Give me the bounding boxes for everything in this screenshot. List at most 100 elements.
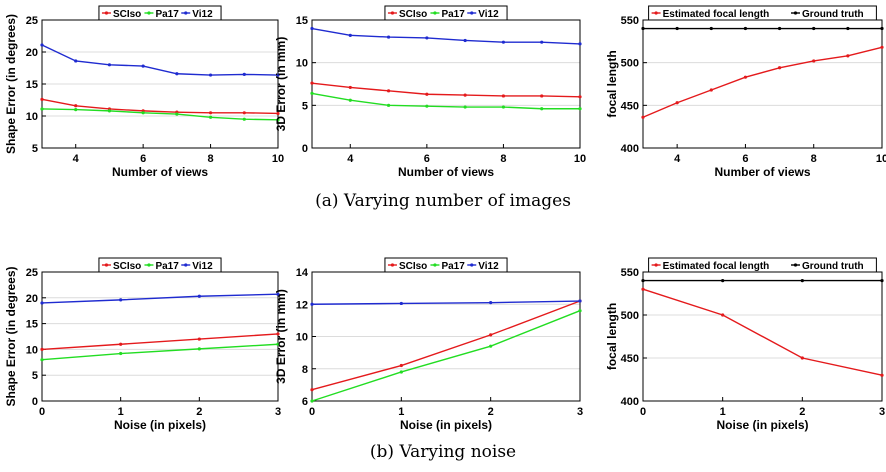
y-tick-label: 10: [296, 332, 308, 344]
series-line-pa17: [311, 92, 580, 110]
legend-label: Ground truth: [802, 9, 864, 20]
legend-label: Pa17: [441, 9, 465, 20]
data-point: [40, 301, 44, 305]
data-point: [880, 45, 884, 49]
y-tick-label: 15: [26, 79, 38, 91]
data-point: [399, 301, 403, 306]
data-point: [399, 363, 403, 368]
data-point: [208, 115, 213, 119]
data-point: [846, 26, 850, 31]
data-point: [399, 370, 403, 374]
x-axis-label: Number of views: [398, 165, 494, 179]
x-axis-label: Noise (in pixels): [114, 418, 206, 432]
y-tick-label: 15: [296, 15, 308, 27]
series-line-sciso: [41, 333, 279, 351]
y-tick-label: 500: [621, 58, 639, 70]
y-tick-label: 6: [302, 396, 308, 408]
series-line-pa17: [311, 310, 581, 402]
y-tick-label: 5: [32, 370, 38, 382]
data-point: [463, 38, 467, 43]
legend: SCIso Pa17 Vi12: [98, 257, 222, 273]
legend-label: Estimated focal length: [663, 261, 770, 272]
data-point: [197, 337, 201, 341]
data-point: [208, 111, 213, 115]
x-tick-label: 6: [424, 153, 430, 165]
data-point: [675, 101, 679, 105]
y-tick-label: 25: [26, 267, 38, 279]
data-point: [800, 356, 804, 360]
legend-marker: [654, 11, 658, 15]
caption-a: (a) Varying number of images: [315, 191, 571, 211]
x-tick-label: 10: [876, 153, 886, 165]
data-point: [641, 115, 645, 119]
data-point: [74, 108, 78, 112]
y-axis-label: Shape Error (in degrees): [4, 266, 18, 406]
x-axis-label: Number of views: [112, 165, 208, 179]
data-point: [276, 73, 280, 77]
legend-marker: [147, 263, 151, 267]
y-axis-label: Shape Error (in degrees): [4, 14, 18, 154]
legend-label: SCIso: [399, 261, 427, 272]
data-point: [463, 93, 467, 97]
data-point: [721, 313, 725, 317]
y-tick-label: 20: [26, 293, 38, 305]
data-point: [501, 94, 506, 98]
x-tick-label: 6: [742, 153, 748, 165]
chart-6: 400 450 500 550 0 1 2 3 Noise (in pixels) focal l…: [605, 257, 885, 432]
data-point: [276, 111, 280, 116]
data-point: [777, 26, 782, 31]
legend-label: SCIso: [113, 9, 141, 20]
data-point: [540, 107, 544, 111]
x-tick-label: 3: [275, 406, 281, 418]
legend-marker: [104, 263, 109, 267]
x-tick-label: 1: [720, 406, 726, 418]
x-tick-label: 2: [799, 406, 805, 418]
y-tick-label: 0: [32, 396, 38, 408]
x-tick-label: 3: [577, 406, 583, 418]
data-point: [540, 40, 544, 44]
y-tick-label: 25: [26, 15, 38, 27]
legend-label: Vi12: [478, 9, 499, 20]
data-point: [386, 89, 391, 93]
legend-label: Ground truth: [802, 261, 864, 272]
y-tick-label: 10: [26, 111, 38, 123]
legend-label: Pa17: [155, 9, 179, 20]
data-point: [578, 309, 582, 313]
data-point: [40, 97, 44, 101]
series-line-estimated-focal-length: [642, 46, 883, 118]
legend-marker: [390, 11, 395, 15]
data-point: [846, 54, 850, 58]
legend-label: Vi12: [192, 9, 213, 20]
data-point: [107, 109, 112, 113]
series-line-sciso: [311, 82, 581, 98]
y-axis-label: focal length: [605, 303, 619, 370]
data-point: [197, 294, 201, 298]
data-point: [578, 107, 582, 111]
x-tick-label: 10: [272, 153, 284, 165]
legend: Estimated focal length Ground truth: [648, 257, 877, 273]
data-point: [40, 358, 44, 362]
x-tick-label: 4: [73, 153, 80, 165]
legend-marker: [654, 263, 658, 267]
x-tick-label: 10: [574, 153, 586, 165]
chart-1: 5 10 15 20 25 4 6 8 10 Number of views Shape Error…: [4, 5, 284, 179]
x-tick-label: 4: [347, 153, 354, 165]
data-point: [743, 26, 748, 31]
y-axis-label: 3D Error (in mm): [274, 37, 288, 132]
data-point: [175, 112, 179, 116]
x-tick-label: 4: [674, 153, 681, 165]
data-point: [641, 279, 645, 283]
x-tick-label: 1: [118, 406, 124, 418]
legend-box: [648, 5, 877, 21]
y-axis-label: focal length: [605, 50, 619, 117]
y-tick-label: 15: [26, 319, 38, 331]
legend: SCIso Pa17 Vi12: [98, 5, 222, 21]
x-tick-label: 2: [488, 406, 494, 418]
legend-label: SCIso: [113, 261, 141, 272]
data-point: [119, 298, 123, 302]
data-point: [386, 35, 391, 39]
legend-marker: [793, 263, 798, 267]
y-tick-label: 550: [621, 15, 639, 27]
data-point: [540, 94, 544, 98]
